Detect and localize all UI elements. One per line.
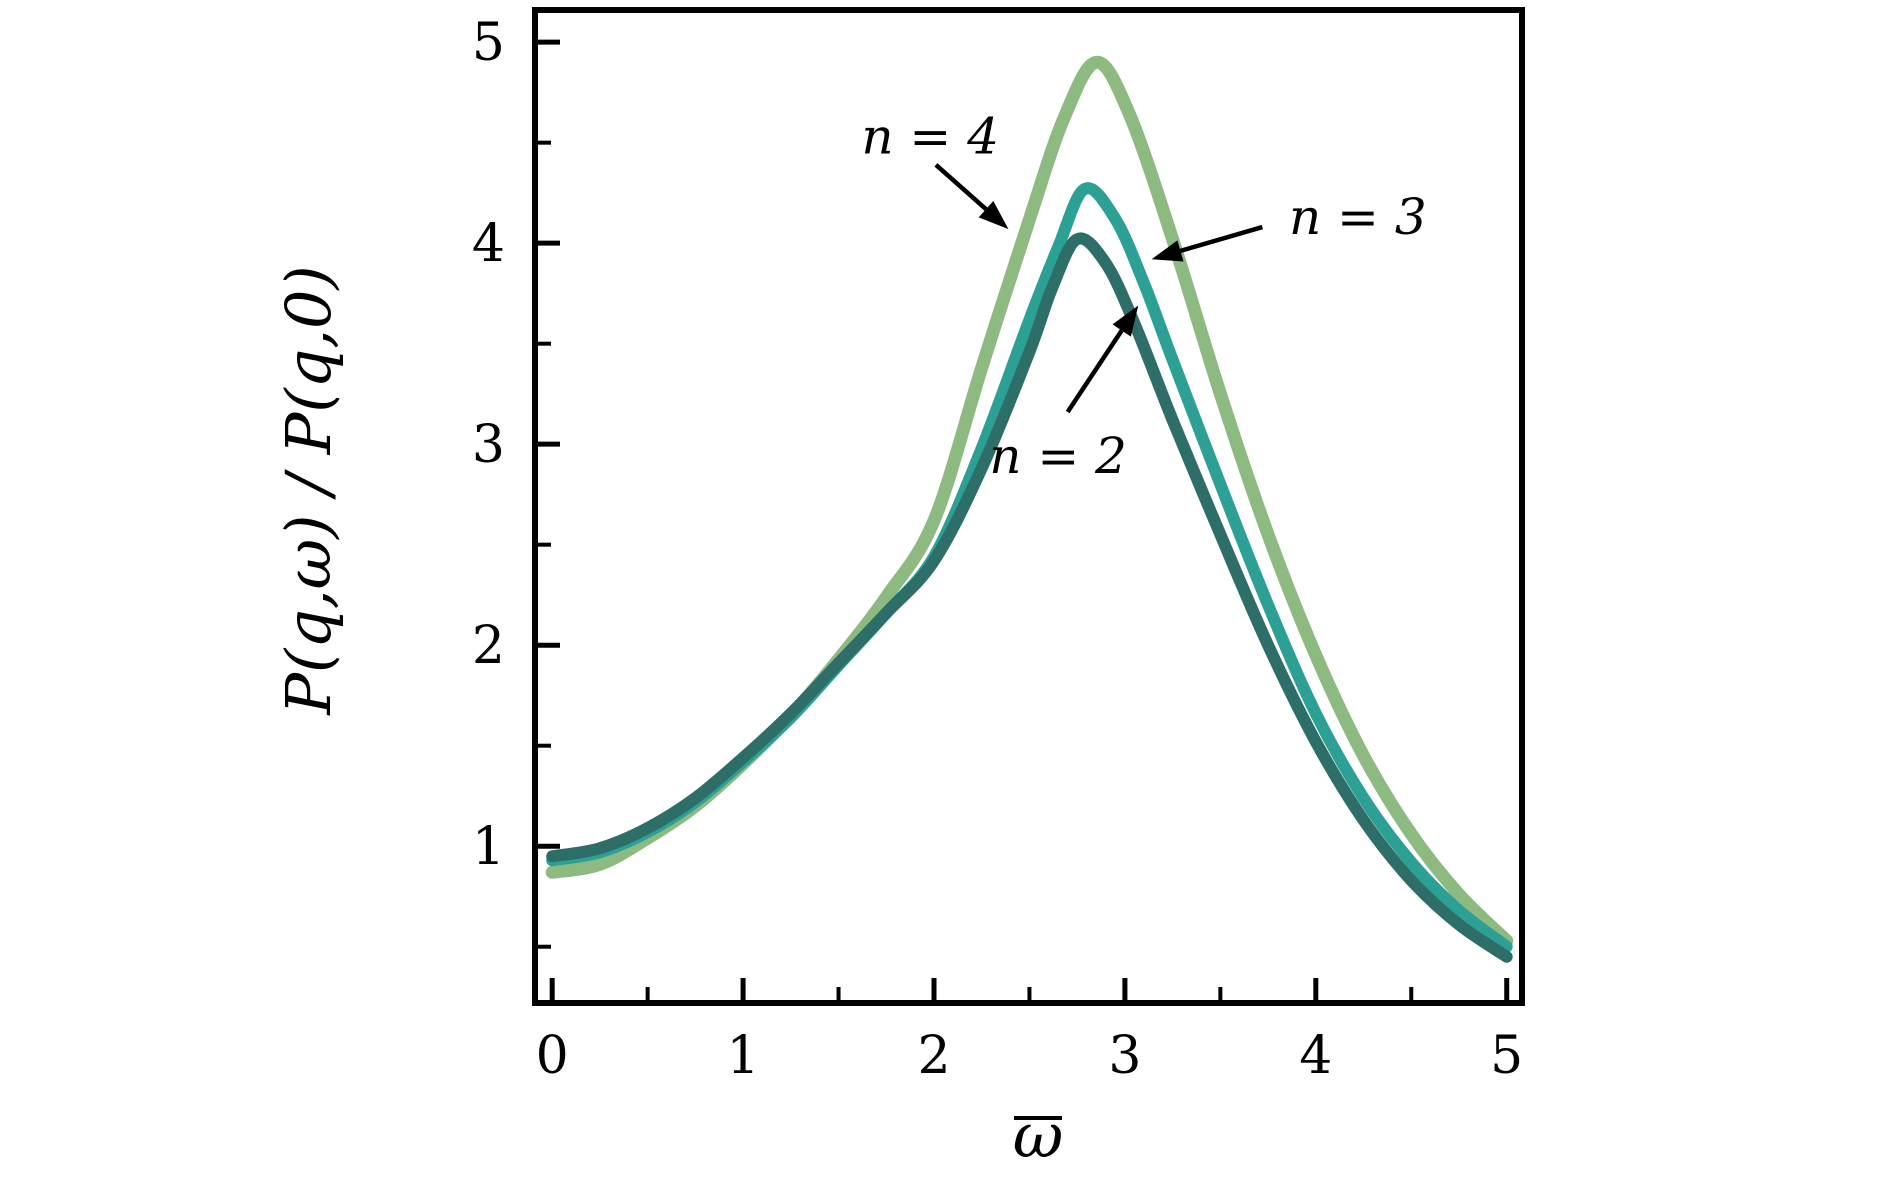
annotation-arrow-line xyxy=(1179,224,1263,254)
annotation-label-n=3: n = 3 xyxy=(1289,188,1427,246)
y-tick-label: 1 xyxy=(472,817,505,877)
y-tick-label: 2 xyxy=(472,616,505,676)
annotation-label-n=2: n = 2 xyxy=(989,427,1127,485)
x-axis-label: ω xyxy=(1013,1099,1064,1172)
x-axis-ticks xyxy=(549,978,1510,1000)
annotation-arrow-head xyxy=(1151,240,1184,262)
curve-n=2 xyxy=(546,232,1513,963)
plot-frame xyxy=(532,7,1525,1006)
annotation-arrow-head xyxy=(1112,305,1139,337)
y-tick-label: 4 xyxy=(472,214,505,274)
curve-n=3 xyxy=(546,182,1513,953)
x-tick-label: 5 xyxy=(1490,1026,1523,1086)
annotation-arrow-line xyxy=(1065,329,1124,414)
x-tick-label: 3 xyxy=(1108,1026,1141,1086)
y-tick-label: 5 xyxy=(472,13,505,73)
x-tick-label: 2 xyxy=(917,1026,950,1086)
series-curves xyxy=(545,55,1514,963)
y-tick-labels: 1 2 3 4 5 xyxy=(472,13,505,877)
x-tick-label: 1 xyxy=(727,1026,760,1086)
annotation-arrow-line xyxy=(934,163,988,211)
x-tick-label: 4 xyxy=(1299,1026,1332,1086)
x-tick-label: 0 xyxy=(536,1026,569,1086)
y-axis-label: P(q,ω) / P(q,0) xyxy=(272,265,345,715)
y-axis-ticks xyxy=(538,39,560,949)
annotations: n = 4 n = 3 n = 2 xyxy=(861,108,1426,486)
y-tick-label: 3 xyxy=(472,415,505,475)
annotation-arrow-head xyxy=(978,200,1009,230)
x-tick-labels: 0 1 2 3 4 5 xyxy=(536,1026,1524,1086)
annotation-label-n=4: n = 4 xyxy=(861,108,999,166)
